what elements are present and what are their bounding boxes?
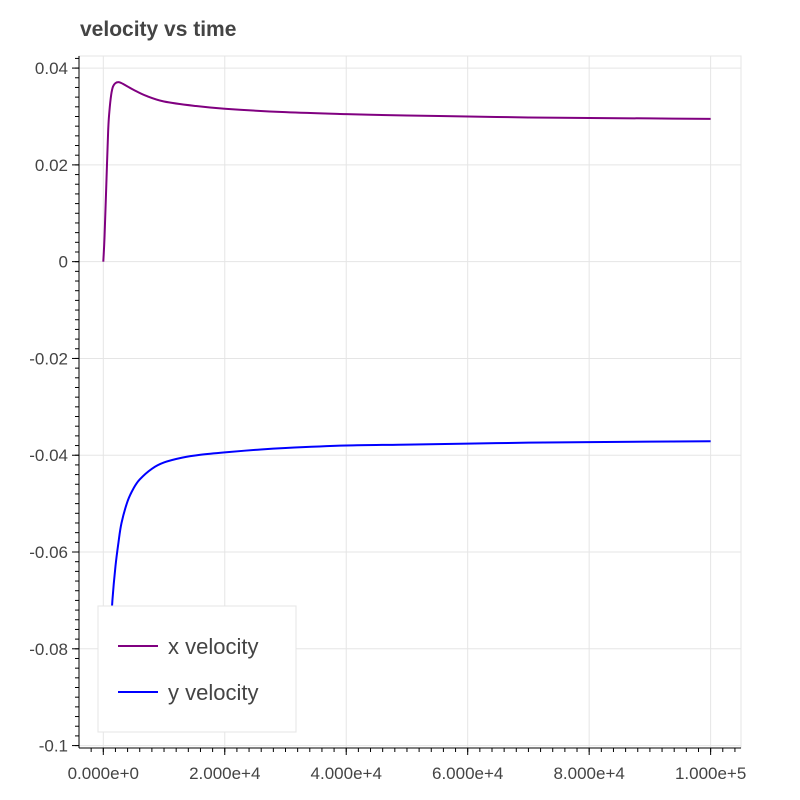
legend-label: y velocity: [168, 680, 258, 705]
y-tick-label: 0.02: [35, 156, 68, 175]
legend-box: [97, 605, 297, 733]
x-tick-label: 0.000e+0: [68, 764, 139, 783]
series-line-y-velocity: [102, 440, 711, 727]
y-tick-label: 0: [59, 253, 68, 272]
y-tick-label: -0.04: [29, 446, 68, 465]
series-line-x-velocity: [102, 81, 711, 262]
grid: [79, 56, 741, 748]
y-tick-label: -0.1: [39, 737, 68, 756]
x-tick-label: 2.000e+4: [189, 764, 260, 783]
x-tick-label: 8.000e+4: [553, 764, 624, 783]
chart-title: velocity vs time: [80, 18, 237, 41]
x-tick-label: 6.000e+4: [432, 764, 503, 783]
axes: 0.04 0.02 0 -0.02 -0.04 -0.06 -0.08 -0.10.000e+…: [29, 56, 746, 783]
y-tick-label: -0.02: [29, 349, 68, 368]
y-tick-label: -0.06: [29, 543, 68, 562]
legend: x velocity y velocity: [97, 605, 297, 733]
y-tick-label: 0.04: [35, 59, 68, 78]
series-group: [102, 81, 711, 727]
x-tick-label: 1.000e+5: [675, 764, 746, 783]
legend-label: x velocity: [168, 634, 258, 659]
y-tick-label: -0.08: [29, 640, 68, 659]
x-tick-label: 4.000e+4: [311, 764, 382, 783]
